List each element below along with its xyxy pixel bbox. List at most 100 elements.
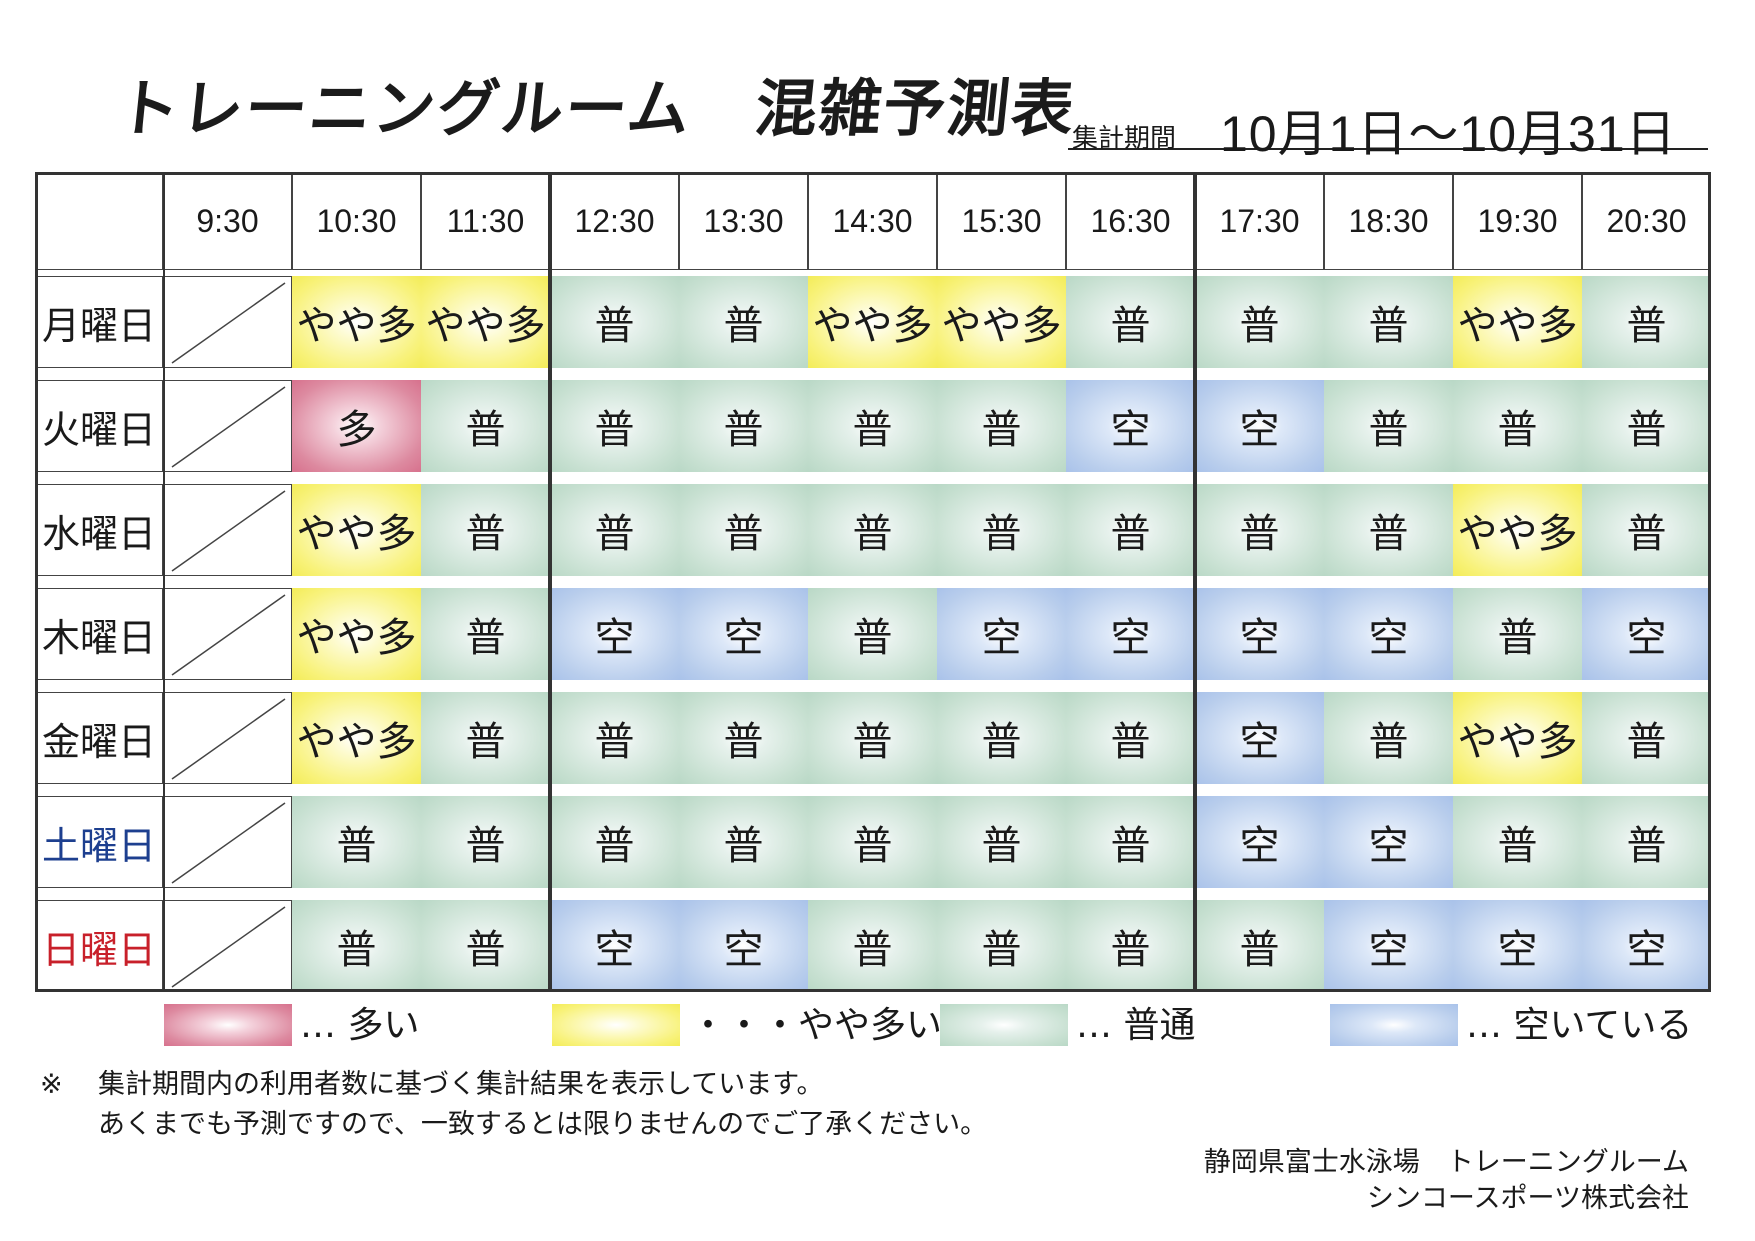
- congestion-cell: 普: [937, 484, 1066, 576]
- time-header: 19:30: [1453, 172, 1582, 270]
- congestion-cell: 普: [1066, 692, 1195, 784]
- congestion-cell: 普: [1066, 276, 1195, 368]
- congestion-cell: 普: [1066, 900, 1195, 992]
- day-label: 水曜日: [35, 484, 163, 576]
- congestion-cell: 普: [1324, 484, 1453, 576]
- congestion-cell: 空: [550, 588, 679, 680]
- diagonal-slash-icon: [171, 802, 286, 884]
- time-header: 15:30: [937, 172, 1066, 270]
- congestion-cell: 空: [1066, 588, 1195, 680]
- legend-swatch: [552, 1004, 680, 1046]
- congestion-cell: 普: [421, 380, 550, 472]
- congestion-cell: 普: [1195, 276, 1324, 368]
- legend-label: … 多い: [300, 1005, 420, 1046]
- day-label: 月曜日: [35, 276, 163, 368]
- no-data-cell: [163, 276, 292, 368]
- operator-name: シンコースポーツ株式会社: [1366, 1183, 1689, 1214]
- note-line-2: あくまでも予測ですので、一致するとは限りませんのでご了承ください。: [98, 1109, 988, 1140]
- congestion-cell: 普: [421, 692, 550, 784]
- legend-label: … 普通: [1076, 1005, 1196, 1046]
- congestion-cell: 普: [679, 276, 808, 368]
- note-mark: ※: [40, 1069, 63, 1100]
- diagonal-slash-icon: [171, 698, 286, 780]
- congestion-cell: 普: [679, 484, 808, 576]
- congestion-cell: 普: [1066, 484, 1195, 576]
- congestion-cell: 普: [1453, 796, 1582, 888]
- aggregation-period: 集計期間 10月1日～10月31日: [1068, 98, 1708, 162]
- congestion-cell: 普: [1195, 900, 1324, 992]
- congestion-cell: 普: [1324, 276, 1453, 368]
- corner-cell: [35, 172, 163, 270]
- congestion-cell: 空: [1582, 900, 1711, 992]
- facility-name: 静岡県富士水泳場 トレーニングルーム: [1203, 1147, 1689, 1178]
- congestion-cell: 普: [421, 796, 550, 888]
- congestion-cell: 普: [937, 380, 1066, 472]
- no-data-cell: [163, 380, 292, 472]
- note-text-1: 集計期間内の利用者数に基づく集計結果を表示しています。: [98, 1069, 824, 1100]
- congestion-cell: 多: [292, 380, 421, 472]
- congestion-cell: やや多: [292, 692, 421, 784]
- congestion-cell: 空: [1195, 796, 1324, 888]
- congestion-cell: 普: [421, 588, 550, 680]
- congestion-cell: 普: [421, 900, 550, 992]
- congestion-cell: 普: [1453, 380, 1582, 472]
- legend-swatch: [164, 1004, 292, 1046]
- time-header: 16:30: [1066, 172, 1195, 270]
- day-label: 木曜日: [35, 588, 163, 680]
- congestion-cell: 普: [550, 380, 679, 472]
- congestion-cell: 普: [1582, 796, 1711, 888]
- diagonal-slash-icon: [171, 490, 286, 572]
- legend-swatch: [940, 1004, 1068, 1046]
- time-header: 20:30: [1582, 172, 1711, 270]
- congestion-cell: 普: [679, 692, 808, 784]
- congestion-table: 9:30 10:30 11:30 12:30 13:30 14:30 15:30 16:30 1…: [35, 172, 1711, 996]
- day-label: 土曜日: [35, 796, 163, 888]
- congestion-cell: 空: [1324, 796, 1453, 888]
- congestion-cell: 普: [937, 692, 1066, 784]
- page-title: トレーニングルーム 混雑予測表: [113, 58, 1081, 148]
- congestion-cell: 普: [808, 380, 937, 472]
- congestion-cell: 空: [1324, 900, 1453, 992]
- congestion-cell: 空: [1195, 588, 1324, 680]
- congestion-cell: 普: [550, 796, 679, 888]
- diagonal-slash-icon: [171, 386, 286, 468]
- congestion-cell: 普: [808, 588, 937, 680]
- no-data-cell: [163, 588, 292, 680]
- congestion-cell: 空: [679, 900, 808, 992]
- no-data-cell: [163, 484, 292, 576]
- congestion-cell: やや多: [1453, 276, 1582, 368]
- no-data-cell: [163, 692, 292, 784]
- diagonal-slash-icon: [171, 594, 286, 676]
- diagonal-slash-icon: [171, 906, 286, 988]
- congestion-cell: 空: [550, 900, 679, 992]
- time-header: 14:30: [808, 172, 937, 270]
- congestion-cell: 普: [1195, 484, 1324, 576]
- day-label: 火曜日: [35, 380, 163, 472]
- congestion-cell: 普: [550, 276, 679, 368]
- congestion-cell: 普: [1324, 380, 1453, 472]
- time-header: 11:30: [421, 172, 550, 270]
- congestion-cell: 普: [1582, 484, 1711, 576]
- day-label: 日曜日: [35, 900, 163, 992]
- time-header: 18:30: [1324, 172, 1453, 270]
- congestion-cell: 空: [1582, 588, 1711, 680]
- no-data-cell: [163, 796, 292, 888]
- congestion-cell: 普: [1324, 692, 1453, 784]
- time-header: 10:30: [292, 172, 421, 270]
- period-label: 集計期間: [1072, 124, 1177, 154]
- congestion-cell: 空: [1066, 380, 1195, 472]
- congestion-cell: 普: [679, 796, 808, 888]
- congestion-cell: やや多: [808, 276, 937, 368]
- congestion-cell: 空: [1195, 380, 1324, 472]
- congestion-cell: 普: [808, 900, 937, 992]
- congestion-cell: やや多: [421, 276, 550, 368]
- congestion-cell: やや多: [292, 276, 421, 368]
- note-line-1: ※ 集計期間内の利用者数に基づく集計結果を表示しています。: [40, 1062, 824, 1101]
- congestion-cell: 普: [679, 380, 808, 472]
- congestion-cell: 普: [808, 692, 937, 784]
- congestion-cell: やや多: [1453, 692, 1582, 784]
- time-header: 12:30: [550, 172, 679, 270]
- day-label: 金曜日: [35, 692, 163, 784]
- congestion-cell: 普: [808, 796, 937, 888]
- congestion-cell: 普: [937, 796, 1066, 888]
